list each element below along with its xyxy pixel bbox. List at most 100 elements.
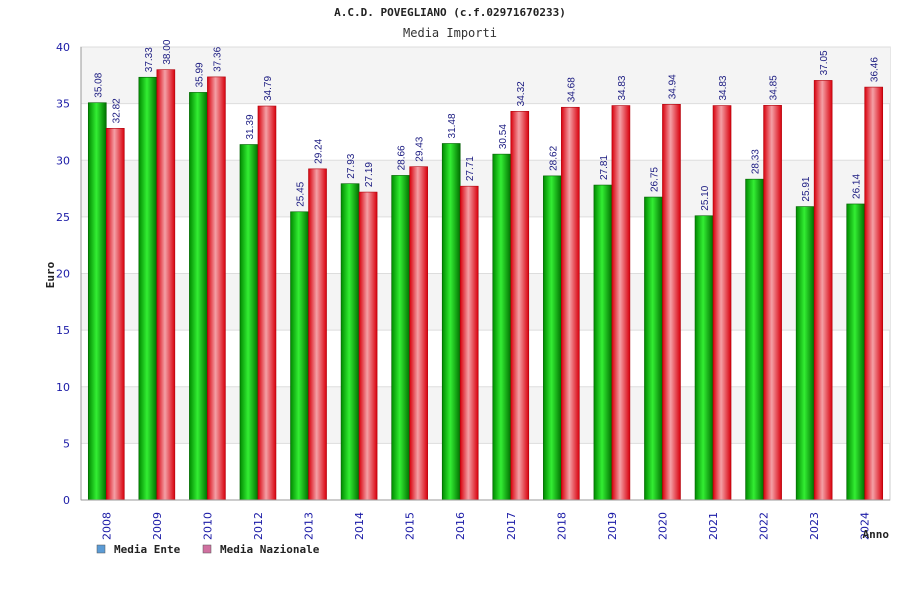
bar-media-ente-2009 bbox=[138, 76, 158, 501]
bar-media-nazionale-2021 bbox=[712, 105, 732, 501]
bar-media-nazionale-2015 bbox=[409, 166, 428, 501]
value-label: 30.54 bbox=[498, 124, 509, 149]
x-tick-label: 2010 bbox=[201, 512, 214, 540]
value-label: 34.83 bbox=[718, 75, 729, 100]
value-label: 34.79 bbox=[263, 76, 274, 101]
value-label: 35.08 bbox=[93, 72, 104, 97]
x-tick-label: 2008 bbox=[100, 512, 113, 540]
value-label: 28.33 bbox=[751, 149, 762, 174]
value-label: 28.62 bbox=[548, 145, 559, 170]
bar-media-ente-2019 bbox=[593, 184, 613, 501]
bar-media-nazionale-2012 bbox=[257, 105, 277, 501]
y-tick-label: 20 bbox=[56, 268, 70, 281]
bar-media-ente-2008 bbox=[87, 102, 107, 501]
y-tick-label: 40 bbox=[56, 41, 70, 54]
bar-media-nazionale-2017 bbox=[510, 111, 530, 501]
bar-media-nazionale-2022 bbox=[763, 105, 782, 501]
bar-media-nazionale-2014 bbox=[358, 191, 378, 501]
bar-media-ente-2016 bbox=[441, 143, 461, 501]
legend-label-media-nazionale: Media Nazionale bbox=[220, 543, 320, 556]
value-label: 26.75 bbox=[649, 167, 660, 192]
value-label: 37.36 bbox=[212, 46, 223, 71]
x-tick-label: 2023 bbox=[808, 512, 821, 540]
x-tick-label: 2021 bbox=[707, 512, 720, 540]
bar-media-ente-2012 bbox=[239, 144, 259, 501]
y-tick-label: 0 bbox=[63, 494, 70, 507]
value-label: 34.32 bbox=[516, 81, 527, 106]
bar-media-ente-2023 bbox=[795, 206, 815, 501]
value-label: 25.91 bbox=[801, 176, 812, 201]
x-tick-label: 2022 bbox=[758, 512, 771, 540]
value-label: 38.00 bbox=[162, 39, 173, 64]
bar-media-ente-2022 bbox=[745, 178, 764, 501]
y-tick-label: 15 bbox=[56, 324, 70, 337]
value-label: 25.45 bbox=[296, 181, 307, 206]
bar-media-ente-2014 bbox=[340, 183, 360, 501]
y-tick-label: 5 bbox=[63, 437, 70, 450]
bar-media-nazionale-2008 bbox=[105, 128, 125, 501]
x-tick-label: 2012 bbox=[252, 512, 265, 540]
bar-media-nazionale-2016 bbox=[459, 185, 479, 501]
bar-media-nazionale-2010 bbox=[207, 76, 226, 501]
value-label: 25.10 bbox=[700, 185, 711, 210]
value-label: 34.83 bbox=[617, 75, 628, 100]
value-labels: 35.08 32.82 37.33 38.00 35.99 37.36 31.39 34.79… bbox=[93, 39, 880, 211]
x-axis-label: Anno bbox=[863, 528, 890, 541]
y-axis: 0 5 10 15 20 25 30 35 40 bbox=[56, 41, 890, 507]
legend-label-media-ente: Media Ente bbox=[114, 543, 181, 556]
x-tick-label: 2017 bbox=[505, 512, 518, 540]
x-tick-label: 2019 bbox=[606, 512, 619, 540]
value-label: 27.71 bbox=[465, 156, 476, 181]
bar-media-ente-2010 bbox=[189, 92, 208, 501]
y-tick-label: 25 bbox=[56, 211, 70, 224]
bar-media-ente-2024 bbox=[846, 203, 866, 501]
value-label: 34.85 bbox=[769, 75, 780, 100]
value-label: 28.66 bbox=[397, 145, 408, 170]
legend-swatch-media-ente bbox=[96, 544, 106, 554]
legend-swatch-media-nazionale bbox=[202, 544, 212, 554]
value-label: 34.94 bbox=[667, 74, 678, 99]
y-tick-label: 35 bbox=[56, 98, 70, 111]
legend: Media Ente Media Nazionale bbox=[96, 543, 320, 556]
bar-media-nazionale-2019 bbox=[611, 105, 631, 501]
value-label: 27.81 bbox=[599, 155, 610, 180]
x-tick-label: 2024 bbox=[859, 512, 872, 540]
value-label: 35.99 bbox=[194, 62, 205, 87]
bar-media-nazionale-2020 bbox=[662, 104, 681, 501]
value-label: 29.24 bbox=[314, 138, 325, 163]
x-tick-label: 2016 bbox=[454, 512, 467, 540]
value-label: 27.19 bbox=[364, 162, 375, 187]
bar-media-nazionale-2024 bbox=[864, 86, 884, 501]
bar-media-nazionale-2023 bbox=[813, 80, 833, 501]
x-tick-label: 2014 bbox=[353, 512, 366, 540]
value-label: 36.46 bbox=[870, 57, 881, 82]
value-label: 31.48 bbox=[447, 113, 458, 138]
y-tick-label: 30 bbox=[56, 154, 70, 167]
value-label: 37.05 bbox=[819, 50, 830, 75]
value-label: 31.39 bbox=[245, 114, 256, 139]
x-tick-label: 2009 bbox=[151, 512, 164, 540]
x-tick-label: 2015 bbox=[404, 512, 417, 540]
bars-group bbox=[87, 69, 884, 501]
x-tick-label: 2020 bbox=[656, 512, 669, 540]
chart-subtitle: Media Importi bbox=[403, 26, 497, 40]
bar-media-ente-2015 bbox=[391, 175, 410, 501]
bar-media-ente-2020 bbox=[644, 196, 663, 501]
x-tick-label: 2013 bbox=[303, 512, 316, 540]
chart-title: A.C.D. POVEGLIANO (c.f.02971670233) bbox=[334, 6, 566, 19]
y-tick-label: 10 bbox=[56, 381, 70, 394]
y-axis-label: Euro bbox=[44, 261, 57, 288]
value-label: 29.43 bbox=[415, 136, 426, 161]
bar-media-ente-2017 bbox=[492, 153, 512, 501]
value-label: 26.14 bbox=[852, 174, 863, 199]
bar-media-nazionale-2009 bbox=[156, 69, 176, 501]
value-label: 32.82 bbox=[111, 98, 122, 123]
bar-media-ente-2021 bbox=[694, 215, 714, 501]
value-label: 37.33 bbox=[144, 47, 155, 72]
bar-media-ente-2013 bbox=[290, 211, 309, 501]
x-tick-label: 2018 bbox=[555, 512, 568, 540]
bar-media-ente-2018 bbox=[543, 175, 562, 501]
bar-media-nazionale-2018 bbox=[561, 106, 580, 501]
x-axis: 2008 2009 2010 2012 2013 2014 2015 2016 2017 2018… bbox=[100, 512, 871, 540]
